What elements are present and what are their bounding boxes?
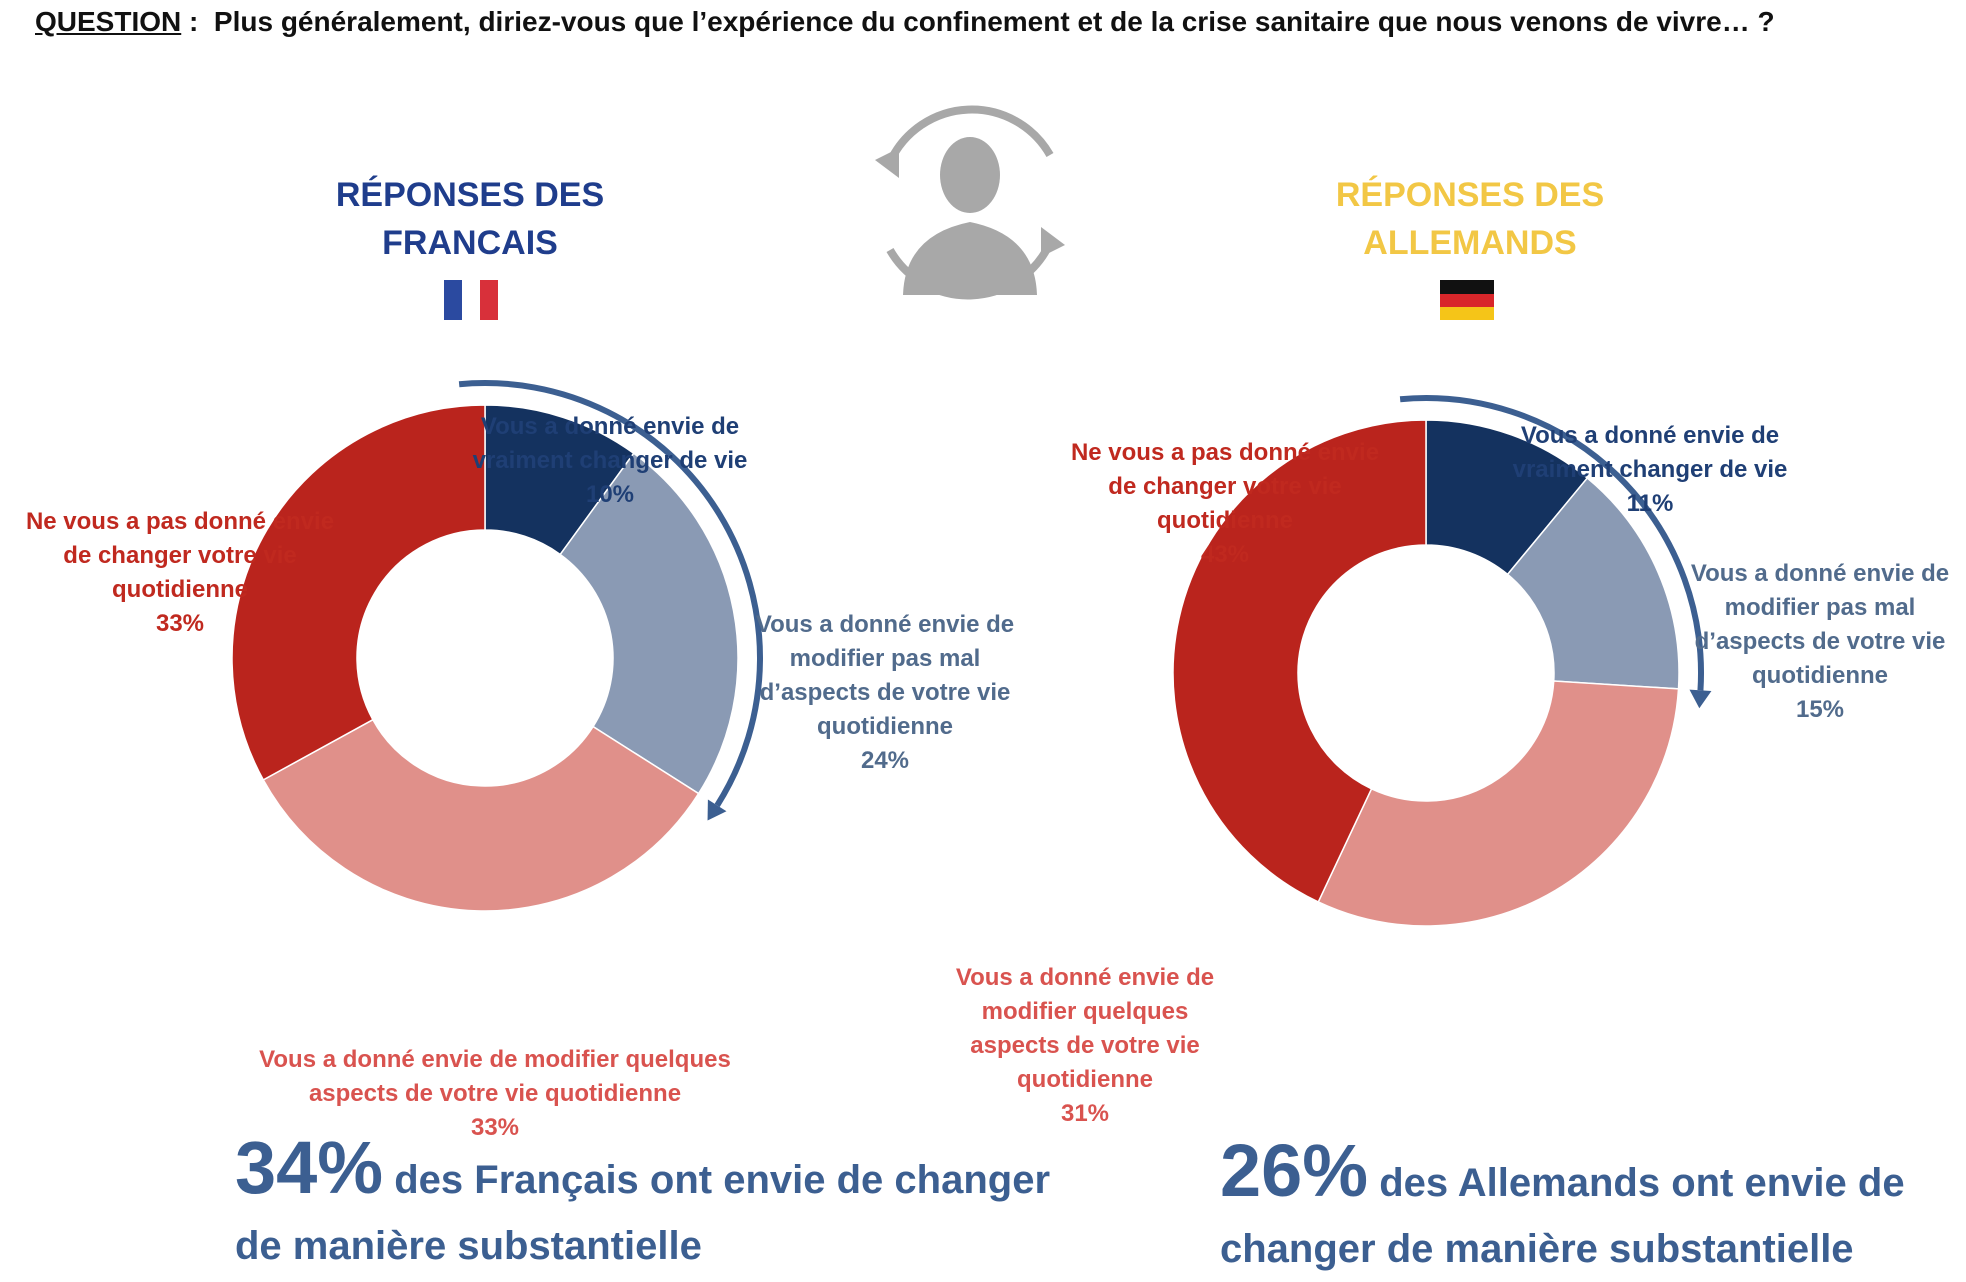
question-header: QUESTION : Plus généralement, diriez-vou…	[35, 6, 1775, 38]
de-slice-quelques	[1317, 680, 1680, 927]
de-label-quelques: Vous a donné envie de modifier quelques …	[935, 961, 1235, 1131]
de-slice-pas-change	[1172, 419, 1427, 903]
fr-label-pas-change-line: quotidienne	[112, 576, 248, 603]
de-slice-pas-mal	[1506, 477, 1680, 690]
germany-title-line2: ALLEMANDS	[1363, 224, 1577, 262]
de-label-pas-mal: Vous a donné envie de modifier pas mal d…	[1670, 557, 1966, 727]
fr-label-pas-change: Ne vous a pas donné envie de changer vot…	[10, 505, 350, 641]
fr-label-vraiment: Vous a donné envie de vraiment changer d…	[440, 410, 780, 512]
fr-arrowhead	[707, 799, 727, 821]
question-separator: :	[181, 6, 199, 37]
fr-label-pas-mal-line: modifier pas mal	[789, 645, 981, 672]
de-label-pas-mal-line: d’aspects de votre vie	[1694, 628, 1946, 655]
de-label-pas-change: Ne vous a pas donné envie de changer vot…	[1055, 436, 1395, 572]
fr-label-pas-mal-line: quotidienne	[817, 713, 953, 740]
de-arrowhead	[1689, 689, 1712, 709]
de-label-vraiment-line: Vous a donné envie de	[1520, 422, 1780, 449]
de-label-pas-change-line: Ne vous a pas donné envie	[1070, 439, 1380, 466]
fr-label-pas-mal: Vous a donné envie de modifier pas mal d…	[735, 608, 1035, 778]
de-label-pas-mal-line: quotidienne	[1752, 662, 1888, 689]
fr-label-pas-mal-pct: 24%	[860, 747, 910, 774]
fr-label-pas-change-line: de changer votre vie	[63, 542, 297, 569]
de-label-vraiment-pct: 11%	[1626, 490, 1674, 517]
france-summary-text-2: de manière substantielle	[235, 1224, 702, 1268]
france-flag-icon	[444, 280, 498, 320]
france-summary-number: 34%	[235, 1126, 384, 1209]
france-summary: 34% des Français ont envie de changer de…	[235, 1131, 1055, 1279]
germany-summary: 26% des Allemands ont envie de changer d…	[1220, 1134, 1960, 1282]
de-label-vraiment: Vous a donné envie de vraiment changer d…	[1500, 419, 1800, 521]
fr-slice-quelques	[262, 718, 700, 912]
de-label-quelques-line: aspects de votre vie	[970, 1032, 1200, 1059]
germany-summary-number: 26%	[1220, 1129, 1369, 1212]
question-text: Plus généralement, diriez-vous que l’exp…	[213, 6, 1775, 37]
fr-label-vraiment-line: vraiment changer de vie	[472, 447, 748, 474]
fr-label-quelques-line: aspects de votre vie quotidienne	[308, 1080, 682, 1107]
question-label: QUESTION	[35, 6, 182, 37]
germany-title: RÉPONSES DES ALLEMANDS	[1290, 171, 1650, 267]
fr-label-vraiment-line: Vous a donné envie de	[480, 413, 740, 440]
germany-flag-icon	[1440, 280, 1494, 320]
de-label-pas-mal-line: modifier pas mal	[1724, 594, 1916, 621]
de-label-pas-mal-pct: 15%	[1795, 696, 1845, 723]
de-arrow	[1399, 395, 1704, 691]
de-label-quelques-line: modifier quelques	[981, 998, 1189, 1025]
person-refresh-icon	[875, 105, 1065, 300]
de-label-pas-change-line: de changer votre vie	[1108, 473, 1342, 500]
de-label-pas-change-pct: 43%	[1200, 541, 1250, 568]
fr-label-pas-change-pct: 33%	[155, 610, 205, 637]
france-title: RÉPONSES DES FRANCAIS	[290, 171, 650, 267]
fr-label-pas-change-line: Ne vous a pas donné envie	[25, 508, 335, 535]
de-label-pas-mal-line: Vous a donné envie de	[1690, 560, 1950, 587]
fr-slice-pas-change	[231, 404, 486, 781]
fr-label-vraiment-pct: 10%	[585, 481, 635, 508]
fr-label-quelques: Vous a donné envie de modifier quelques …	[220, 1043, 770, 1145]
france-title-line1: RÉPONSES DES	[335, 176, 605, 214]
fr-arrow	[458, 380, 763, 807]
fr-label-pas-mal-line: d’aspects de votre vie	[759, 679, 1011, 706]
de-label-quelques-line: quotidienne	[1017, 1066, 1153, 1093]
de-label-quelques-line: Vous a donné envie de	[955, 964, 1215, 991]
fr-label-pas-mal-line: Vous a donné envie de	[755, 611, 1015, 638]
de-label-pas-change-line: quotidienne	[1157, 507, 1293, 534]
france-summary-text-1: des Français ont envie de changer	[394, 1158, 1051, 1202]
de-label-vraiment-line: vraiment changer de vie	[1512, 456, 1788, 483]
fr-label-quelques-pct: 33%	[470, 1114, 520, 1141]
france-title-line2: FRANCAIS	[382, 224, 558, 262]
germany-summary-text-2: changer de manière substantielle	[1220, 1227, 1854, 1271]
de-label-quelques-pct: 31%	[1060, 1100, 1110, 1127]
germany-summary-text-1: des Allemands ont envie de	[1379, 1161, 1905, 1205]
germany-title-line1: RÉPONSES DES	[1335, 176, 1605, 214]
fr-label-quelques-line: Vous a donné envie de modifier quelques	[259, 1046, 731, 1073]
fr-slice-pas-mal	[559, 452, 739, 795]
